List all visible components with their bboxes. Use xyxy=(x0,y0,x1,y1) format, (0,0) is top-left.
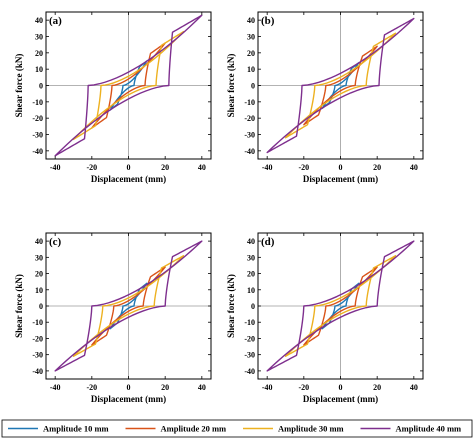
series-line-40mm xyxy=(54,14,203,157)
chart-panel-b: -40 -20 0 20 40 -40 -30 -20 -10 0 10 20 30 40 (b) Displ… xyxy=(226,11,424,184)
y-tick-label: 20 xyxy=(35,49,43,58)
x-tick-label: 0 xyxy=(127,383,131,392)
y-tick-label: 10 xyxy=(247,65,255,74)
y-tick-label: -40 xyxy=(32,147,43,156)
panel-label: (d) xyxy=(261,236,275,248)
x-tick-label: -20 xyxy=(298,163,309,172)
x-tick-label: 20 xyxy=(161,383,169,392)
x-tick-label: -20 xyxy=(298,383,309,392)
x-tick-label: 40 xyxy=(198,163,206,172)
series-line-30mm xyxy=(72,255,185,357)
x-tick-label: -40 xyxy=(50,163,61,172)
x-tick-label: 20 xyxy=(161,163,169,172)
series-line-40mm xyxy=(266,17,415,154)
x-axis-label: Displacement (mm) xyxy=(303,394,378,404)
panel-label: (b) xyxy=(261,15,275,27)
series-line-20mm xyxy=(303,266,378,346)
y-tick-label: 20 xyxy=(247,270,255,279)
y-tick-label: 40 xyxy=(35,16,43,25)
x-tick-label: -20 xyxy=(86,383,97,392)
x-axis-label: Displacement (mm) xyxy=(91,174,166,184)
series-line-40mm xyxy=(266,240,415,372)
y-axis-label: Shear force (kN) xyxy=(226,54,236,118)
y-tick-label: -40 xyxy=(244,147,255,156)
y-tick-label: 40 xyxy=(247,16,255,25)
y-tick-label: 0 xyxy=(251,302,255,311)
y-tick-label: 20 xyxy=(35,270,43,279)
y-tick-label: 0 xyxy=(251,82,255,91)
y-tick-label: 30 xyxy=(35,33,43,42)
x-tick-label: 0 xyxy=(339,163,343,172)
y-tick-label: -20 xyxy=(244,114,255,123)
x-tick-label: 0 xyxy=(339,383,343,392)
panel-label: (c) xyxy=(49,236,62,248)
y-tick-label: -20 xyxy=(32,114,43,123)
x-tick-label: -40 xyxy=(262,383,273,392)
y-tick-label: -40 xyxy=(32,367,43,376)
x-tick-label: -40 xyxy=(50,383,61,392)
y-tick-label: 30 xyxy=(35,253,43,262)
x-tick-label: 40 xyxy=(410,163,418,172)
y-tick-label: -40 xyxy=(244,367,255,376)
y-tick-label: 20 xyxy=(247,49,255,58)
y-tick-label: 30 xyxy=(247,33,255,42)
y-axis-label: Shear force (kN) xyxy=(14,54,24,118)
y-tick-label: 0 xyxy=(39,302,43,311)
chart-panel-d: -40 -20 0 20 40 -40 -30 -20 -10 0 10 20 30 40 (d) Displ… xyxy=(226,232,424,404)
x-tick-label: 0 xyxy=(127,163,131,172)
legend-label-3: Amplitude 30 mm xyxy=(278,424,344,434)
legend-label-2: Amplitude 20 mm xyxy=(161,424,227,434)
y-tick-label: -30 xyxy=(244,131,255,140)
x-tick-label: -20 xyxy=(86,163,97,172)
y-tick-label: 40 xyxy=(35,237,43,246)
series-line-20mm xyxy=(91,266,166,346)
y-tick-label: -30 xyxy=(32,131,43,140)
panel-label: (a) xyxy=(49,15,62,27)
x-tick-label: 40 xyxy=(198,383,206,392)
legend-label-4: Amplitude 40 mm xyxy=(396,424,462,434)
y-tick-label: 40 xyxy=(247,237,255,246)
x-axis-label: Displacement (mm) xyxy=(91,394,166,404)
series-line-20mm xyxy=(303,45,378,126)
y-tick-label: -10 xyxy=(244,318,255,327)
y-tick-label: -20 xyxy=(244,334,255,343)
series-line-40mm xyxy=(54,240,203,372)
legend: Amplitude 10 mm Amplitude 20 mm Amplitude … xyxy=(1,419,473,438)
y-tick-label: -10 xyxy=(32,98,43,107)
y-axis-label: Shear force (kN) xyxy=(226,274,236,338)
legend-label-1: Amplitude 10 mm xyxy=(43,424,109,434)
y-tick-label: 10 xyxy=(35,286,43,295)
x-tick-label: 20 xyxy=(373,163,381,172)
y-tick-label: -10 xyxy=(244,98,255,107)
x-tick-label: 20 xyxy=(373,383,381,392)
x-tick-label: -40 xyxy=(262,163,273,172)
y-axis-label: Shear force (kN) xyxy=(14,274,24,338)
chart-panel-c: -40 -20 0 20 40 -40 -30 -20 -10 0 10 20 30 40 (c) Displ… xyxy=(14,232,212,404)
x-axis-label: Displacement (mm) xyxy=(303,174,378,184)
x-tick-label: 40 xyxy=(410,383,418,392)
chart-panel-a: -40 -20 0 20 40 -40 -30 -20 -10 0 10 20 30 40 (a) Displ… xyxy=(14,11,212,184)
y-tick-label: -30 xyxy=(244,351,255,360)
series-line-30mm xyxy=(284,255,397,357)
y-tick-label: 10 xyxy=(35,65,43,74)
series-line-30mm xyxy=(284,32,397,139)
y-tick-label: -20 xyxy=(32,334,43,343)
y-tick-label: 30 xyxy=(247,253,255,262)
y-tick-label: -10 xyxy=(32,318,43,327)
y-tick-label: -30 xyxy=(32,351,43,360)
y-tick-label: 0 xyxy=(39,82,43,91)
legend-frame xyxy=(1,419,473,438)
y-tick-label: 10 xyxy=(247,286,255,295)
